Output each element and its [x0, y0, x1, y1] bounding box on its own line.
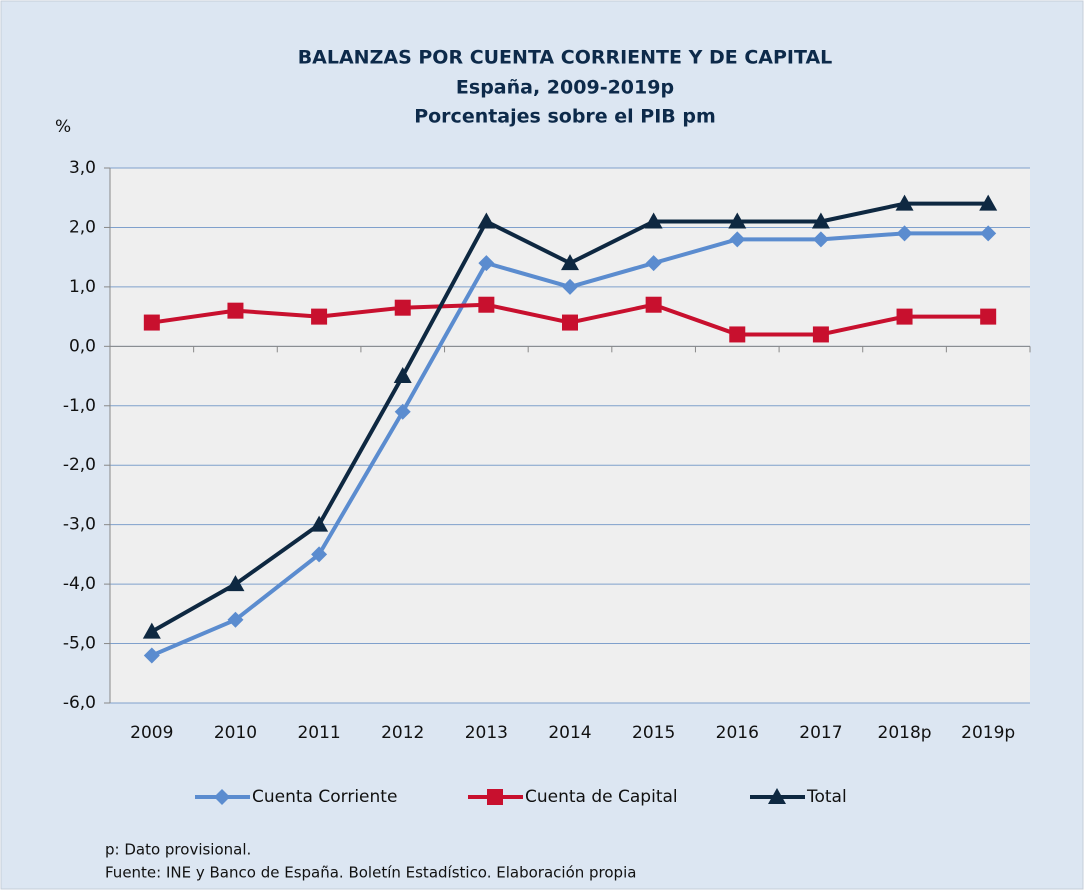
marker [227, 611, 244, 628]
y-axis-label: % [55, 117, 71, 137]
y-tick-label: 3,0 [69, 158, 96, 178]
marker [394, 299, 411, 316]
note: p: Dato provisional. [105, 841, 251, 859]
marker [561, 254, 579, 271]
marker [143, 314, 160, 331]
x-tick-label: 2019p [961, 723, 1015, 743]
marker [142, 622, 161, 639]
y-tick-label: -6,0 [63, 693, 96, 713]
y-tick-label: 2,0 [69, 217, 96, 237]
marker [644, 212, 663, 229]
marker [979, 194, 998, 211]
x-tick-label: 2009 [130, 723, 173, 743]
x-tick-label: 2018p [878, 723, 932, 743]
marker [562, 278, 578, 295]
legend-label: Total [806, 787, 847, 807]
x-tick-label: 2012 [381, 723, 424, 743]
x-tick-label: 2014 [548, 723, 591, 743]
y-tick-label: -1,0 [63, 396, 96, 416]
x-tick-label: 2015 [632, 723, 675, 743]
marker [729, 326, 746, 343]
plot-area [110, 168, 1030, 703]
marker [143, 647, 160, 664]
y-tick-label: -3,0 [63, 515, 96, 535]
y-tick-label: 0,0 [69, 336, 96, 356]
marker [896, 308, 913, 325]
marker [477, 212, 496, 229]
y-tick-label: 1,0 [69, 277, 96, 297]
marker [393, 367, 412, 384]
marker [310, 515, 329, 532]
chart-subtitle: Porcentajes sobre el PIB pm [414, 106, 716, 128]
chart-title: BALANZAS POR CUENTA CORRIENTE Y DE CAPIT… [298, 47, 833, 69]
marker [645, 296, 662, 313]
marker [729, 231, 746, 248]
marker [311, 546, 328, 563]
chart-subtitle: España, 2009-2019p [456, 77, 674, 99]
marker [227, 302, 244, 319]
marker [214, 789, 230, 805]
x-tick-label: 2011 [297, 723, 340, 743]
marker [226, 575, 245, 592]
marker [980, 308, 997, 325]
x-tick-label: 2016 [716, 723, 759, 743]
marker [311, 308, 328, 325]
marker [811, 212, 830, 229]
legend-label: Cuenta Corriente [252, 787, 397, 807]
x-tick-label: 2017 [799, 723, 842, 743]
marker [394, 403, 411, 420]
y-tick-label: -4,0 [63, 574, 96, 594]
note: Fuente: INE y Banco de España. Boletín E… [105, 864, 636, 882]
marker [980, 225, 997, 242]
marker [478, 296, 495, 313]
x-tick-label: 2010 [214, 723, 257, 743]
marker [812, 326, 829, 343]
marker [895, 194, 914, 211]
y-tick-label: -5,0 [63, 634, 96, 654]
marker [478, 255, 495, 272]
marker [562, 314, 578, 331]
marker [768, 788, 786, 804]
legend-label: Cuenta de Capital [525, 787, 678, 807]
y-tick-label: -2,0 [63, 455, 96, 475]
x-tick-label: 2013 [465, 723, 508, 743]
marker [487, 789, 503, 805]
marker [645, 255, 662, 272]
marker [896, 225, 913, 242]
marker [728, 212, 747, 229]
marker [812, 231, 829, 248]
